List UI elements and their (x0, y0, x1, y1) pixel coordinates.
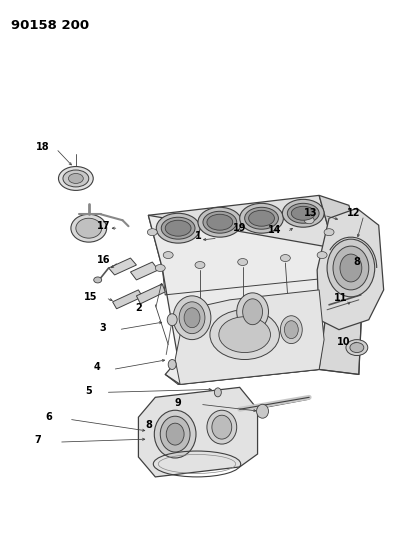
Ellipse shape (327, 239, 375, 297)
Text: 19: 19 (233, 223, 246, 233)
Ellipse shape (154, 410, 196, 458)
Ellipse shape (214, 388, 221, 397)
Ellipse shape (68, 173, 83, 183)
Ellipse shape (219, 317, 270, 352)
Text: 3: 3 (99, 322, 106, 333)
Polygon shape (319, 196, 364, 260)
Ellipse shape (155, 264, 165, 271)
Text: 16: 16 (97, 255, 110, 265)
Ellipse shape (210, 310, 279, 360)
Text: 8: 8 (145, 420, 152, 430)
Text: 13: 13 (305, 208, 318, 219)
Ellipse shape (173, 296, 211, 340)
Ellipse shape (163, 252, 173, 259)
Ellipse shape (63, 170, 89, 187)
Text: 1: 1 (195, 231, 201, 241)
Text: 18: 18 (36, 142, 50, 151)
Text: 4: 4 (93, 362, 100, 373)
Polygon shape (175, 290, 324, 384)
Text: 17: 17 (97, 221, 110, 231)
Ellipse shape (340, 254, 362, 282)
Ellipse shape (283, 199, 324, 227)
Ellipse shape (76, 218, 102, 238)
Text: 7: 7 (35, 435, 42, 445)
Ellipse shape (238, 259, 248, 265)
Ellipse shape (94, 277, 102, 283)
Text: 15: 15 (84, 292, 97, 302)
Ellipse shape (195, 262, 205, 269)
Ellipse shape (291, 206, 315, 220)
Ellipse shape (168, 360, 176, 369)
Ellipse shape (166, 423, 184, 445)
Ellipse shape (346, 340, 368, 356)
Ellipse shape (350, 343, 364, 352)
Ellipse shape (167, 314, 177, 326)
Ellipse shape (71, 214, 107, 242)
Text: 11: 11 (334, 293, 348, 303)
Ellipse shape (184, 308, 200, 328)
Text: 2: 2 (135, 303, 142, 313)
Ellipse shape (203, 211, 237, 233)
Ellipse shape (249, 211, 274, 226)
Ellipse shape (245, 207, 278, 229)
Ellipse shape (242, 299, 263, 325)
Ellipse shape (207, 214, 233, 230)
Polygon shape (317, 208, 384, 330)
Ellipse shape (161, 217, 195, 239)
Text: 12: 12 (347, 208, 361, 219)
Ellipse shape (317, 252, 327, 259)
Ellipse shape (280, 316, 302, 344)
Ellipse shape (280, 255, 290, 262)
Polygon shape (148, 196, 334, 268)
Text: 5: 5 (85, 386, 92, 397)
Polygon shape (136, 284, 165, 304)
Ellipse shape (287, 203, 319, 223)
Ellipse shape (147, 229, 157, 236)
Ellipse shape (240, 203, 283, 233)
Polygon shape (148, 215, 334, 384)
Text: 90158 200: 90158 200 (11, 19, 90, 33)
Polygon shape (130, 262, 158, 280)
Polygon shape (108, 258, 136, 275)
Ellipse shape (285, 321, 298, 338)
Ellipse shape (165, 220, 191, 236)
Polygon shape (138, 387, 257, 477)
Ellipse shape (59, 166, 93, 190)
Ellipse shape (198, 207, 242, 237)
Ellipse shape (212, 415, 232, 439)
Ellipse shape (207, 410, 237, 444)
Text: 14: 14 (268, 225, 281, 235)
Text: 8: 8 (353, 257, 360, 267)
Text: 10: 10 (337, 337, 351, 346)
Text: 9: 9 (175, 398, 182, 408)
Ellipse shape (324, 229, 334, 236)
Text: 6: 6 (46, 412, 52, 422)
Ellipse shape (333, 246, 369, 290)
Ellipse shape (304, 217, 314, 224)
Ellipse shape (237, 293, 268, 330)
Ellipse shape (257, 404, 268, 418)
Ellipse shape (160, 416, 190, 452)
Polygon shape (113, 290, 142, 309)
Ellipse shape (156, 213, 200, 243)
Ellipse shape (179, 302, 205, 334)
Polygon shape (319, 248, 364, 375)
